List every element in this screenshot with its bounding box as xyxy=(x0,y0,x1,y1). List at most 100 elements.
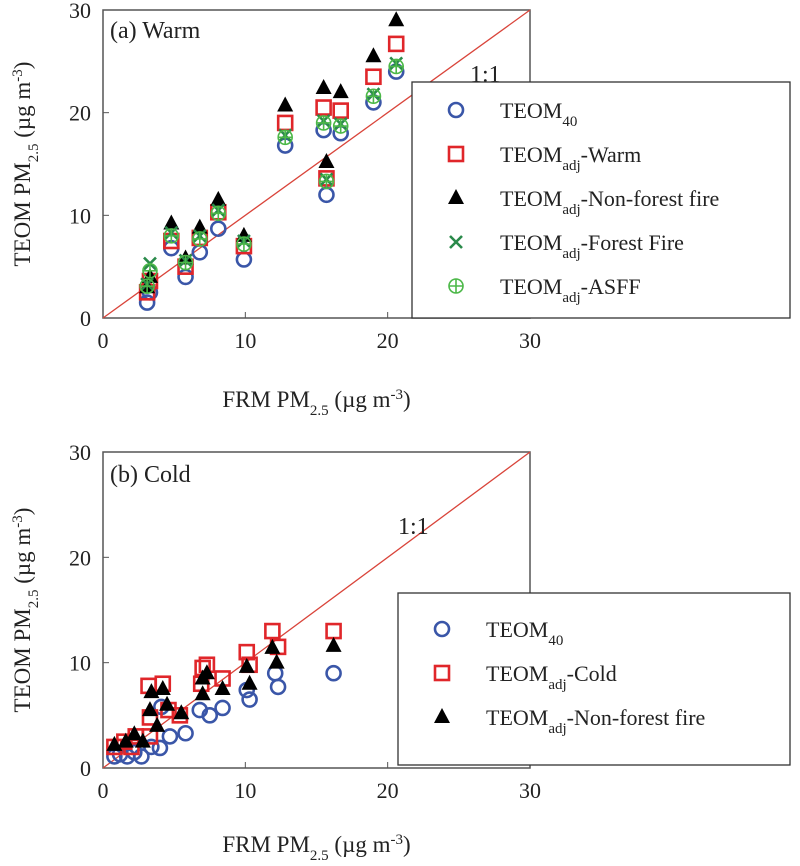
data-point xyxy=(241,691,258,708)
data-point xyxy=(201,707,219,724)
data-point xyxy=(236,236,252,252)
y-axis-label-sub: 2.5 xyxy=(26,144,42,163)
legend-label-suffix: -Non-forest fire xyxy=(567,705,706,730)
x-tick-label: 20 xyxy=(377,778,399,803)
data-point xyxy=(138,294,156,311)
data-point xyxy=(318,173,335,190)
y-axis-label-sub: 2.5 xyxy=(26,590,42,609)
legend-marker xyxy=(449,235,463,249)
legend-label-name: TEOM xyxy=(486,661,548,686)
data-point xyxy=(365,47,382,63)
y-tick-label: 0 xyxy=(80,306,91,331)
data-point xyxy=(277,129,293,146)
y-tick-label: 0 xyxy=(80,756,91,781)
legend-label-sub: adj xyxy=(562,290,580,306)
y-axis-label-close: ) xyxy=(10,508,35,516)
legend-label-name: TEOM xyxy=(500,186,562,211)
legend-label-sub: 40 xyxy=(562,114,577,130)
data-point xyxy=(332,83,349,99)
data-point xyxy=(210,205,227,222)
data-point xyxy=(214,680,231,695)
legend-label-sub: 40 xyxy=(548,633,563,649)
y-axis-label: TEOM PM2.5 (µg m-3) xyxy=(10,508,42,713)
legend-label-suffix: -Warm xyxy=(581,142,642,167)
data-point xyxy=(332,118,349,134)
legend-marker xyxy=(433,664,451,682)
y-tick-label: 20 xyxy=(69,545,91,570)
data-point xyxy=(214,699,231,717)
y-tick-label: 20 xyxy=(69,101,91,126)
x-axis-label-unit: (µg m xyxy=(329,832,391,857)
y-axis-label-close: ) xyxy=(10,62,35,70)
panel-title: (a) Warm xyxy=(110,18,201,44)
x-tick-label: 10 xyxy=(234,778,256,803)
data-point xyxy=(318,152,335,168)
legend-box xyxy=(411,81,791,319)
legend-label: TEOMadj-Non-forest fire xyxy=(500,186,719,218)
one-to-one-line xyxy=(102,451,531,769)
data-point xyxy=(365,68,382,86)
y-axis-label-sup: -3 xyxy=(10,69,26,82)
legend-marker xyxy=(433,620,451,638)
legend-label-sub: adj xyxy=(562,158,580,174)
x-tick-label: 0 xyxy=(98,328,109,353)
data-point xyxy=(277,96,294,112)
data-point xyxy=(209,220,227,237)
x-axis-label-sup: -3 xyxy=(390,387,403,403)
legend-label: TEOMadj-ASFF xyxy=(500,274,641,306)
data-point xyxy=(154,680,171,695)
legend-label-name: TEOM xyxy=(500,230,562,255)
legend-label-name: TEOM xyxy=(500,98,562,123)
data-point xyxy=(142,262,158,279)
legend-label: TEOMadj-Cold xyxy=(486,661,617,693)
x-axis-label-sub: 2.5 xyxy=(310,403,329,419)
data-point xyxy=(198,664,215,680)
data-point xyxy=(264,638,281,654)
legend-label-sub: adj xyxy=(548,677,566,693)
data-point xyxy=(241,674,258,690)
data-point xyxy=(117,732,134,748)
data-point xyxy=(163,214,180,230)
data-point xyxy=(365,88,382,105)
data-point xyxy=(173,704,190,720)
data-point xyxy=(325,664,342,682)
y-tick-label: 10 xyxy=(69,203,91,228)
data-point xyxy=(210,190,227,206)
y-tick-label: 30 xyxy=(69,440,91,465)
data-point xyxy=(235,251,253,268)
legend-item: TEOM40 xyxy=(447,98,577,130)
x-axis-label-main: FRM PM xyxy=(222,832,310,857)
data-point xyxy=(238,657,255,673)
y-axis-label: TEOM PM2.5 (µg m-3) xyxy=(10,62,42,267)
legend-label-sub: adj xyxy=(562,246,580,262)
data-point xyxy=(194,685,211,701)
x-axis-label-close: ) xyxy=(403,832,411,857)
legend-label-name: TEOM xyxy=(500,142,562,167)
legend-item: TEOMadj-ASFF xyxy=(448,274,641,306)
y-axis-label-main: TEOM PM xyxy=(10,162,35,266)
series-non-forest-fire xyxy=(106,636,342,751)
data-point xyxy=(264,622,281,640)
x-tick-label: 30 xyxy=(519,778,541,803)
y-tick-label: 30 xyxy=(69,0,91,23)
x-tick-label: 0 xyxy=(98,778,109,803)
legend-marker xyxy=(448,189,464,204)
data-point xyxy=(106,735,123,751)
data-point xyxy=(141,701,158,717)
legend-marker xyxy=(447,101,465,119)
legend-marker xyxy=(434,708,450,723)
x-axis-label-sup: -3 xyxy=(390,832,403,848)
one-to-one-line xyxy=(102,9,531,319)
data-point xyxy=(268,653,285,669)
legend-label-sub: adj xyxy=(548,721,566,737)
data-point xyxy=(315,79,332,95)
data-point xyxy=(126,743,143,761)
legend-marker xyxy=(447,145,465,163)
x-axis-label: FRM PM2.5 (µg m-3) xyxy=(222,832,410,864)
data-point xyxy=(388,11,405,27)
data-point xyxy=(318,186,335,204)
